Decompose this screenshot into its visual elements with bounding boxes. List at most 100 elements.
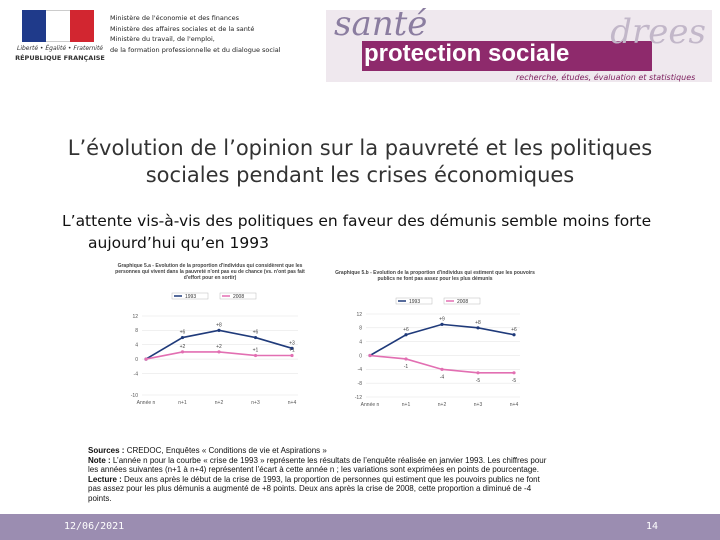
data-label: -1 xyxy=(404,364,409,370)
y-tick-label: 0 xyxy=(359,353,362,359)
y-tick-label: -10 xyxy=(131,393,138,399)
legend-label: 2008 xyxy=(233,294,244,300)
chart-title: Graphique 5.b - Evolution de la proporti… xyxy=(335,270,535,282)
data-label: +2 xyxy=(216,344,222,350)
chart-title: Graphique 5.a - Evolution de la proporti… xyxy=(115,263,305,281)
rf-motto: Liberté • Égalité • Fraternité xyxy=(16,45,103,52)
legend-label: 2008 xyxy=(457,299,468,305)
chart-notes: Sources : CREDOC, Enquêtes « Conditions … xyxy=(88,446,548,503)
slide-subtitle: L’attente vis-à-vis des politiques en fa… xyxy=(62,210,702,254)
banner-protection-text: protection sociale xyxy=(364,40,570,67)
data-label: -5 xyxy=(476,378,481,384)
x-tick-label: n+4 xyxy=(288,400,297,406)
data-point xyxy=(253,353,258,358)
y-tick-label: 12 xyxy=(132,314,138,320)
data-point xyxy=(476,371,480,375)
data-label: +1 xyxy=(253,348,259,354)
slide-header: Liberté • Égalité • Fraternité RÉPUBLIQU… xyxy=(0,0,720,100)
banner-sante-text: santé xyxy=(334,4,428,44)
data-point xyxy=(512,371,516,375)
sante-protection-sociale-banner: santé protection sociale drees recherche… xyxy=(326,4,712,82)
title-line: sociales pendant les crises économiques xyxy=(145,163,575,187)
y-tick-label: 0 xyxy=(135,357,138,363)
ministry-line: Ministère du travail, de l'emploi, xyxy=(110,35,215,43)
data-label: +6 xyxy=(180,330,186,336)
ministry-line: Ministère des affaires sociales et de la… xyxy=(110,24,255,33)
legend-item xyxy=(395,297,433,305)
subtitle-line: aujourd’hui qu’en 1993 xyxy=(88,234,270,252)
y-tick-label: -8 xyxy=(358,381,363,387)
x-tick-label: n+2 xyxy=(215,400,224,406)
legend-item xyxy=(171,292,209,300)
banner-tagline: recherche, études, évaluation et statist… xyxy=(516,73,696,82)
data-point xyxy=(144,357,148,361)
slide-footer: 12/06/2021 14 xyxy=(0,514,720,540)
ministries-list: Ministère de l'économie et des finances … xyxy=(110,13,281,55)
x-tick-label: Année n xyxy=(361,402,380,408)
y-tick-label: -12 xyxy=(355,395,362,401)
data-label: +3 xyxy=(289,340,295,346)
x-tick-label: n+2 xyxy=(438,402,447,408)
chart-5b: Graphique 5.b - Evolution de la proporti… xyxy=(330,270,540,420)
source-note: Sources : CREDOC, Enquêtes « Conditions … xyxy=(88,446,327,455)
title-line: L’évolution de l’opinion sur la pauvreté… xyxy=(67,136,653,160)
page-number: 14 xyxy=(646,521,659,532)
footer-date: 12/06/2021 xyxy=(64,521,125,532)
y-tick-label: 8 xyxy=(359,326,362,332)
data-label: +2 xyxy=(180,344,186,350)
chart-5a: Graphique 5.a - Evolution de la proporti… xyxy=(110,263,310,413)
rf-name: RÉPUBLIQUE FRANÇAISE xyxy=(15,54,105,62)
x-tick-label: n+4 xyxy=(510,402,519,408)
legend-label: 1993 xyxy=(409,299,420,305)
data-label: +6 xyxy=(511,327,517,333)
reading-note: Lecture : Deux ans après le début de la … xyxy=(88,474,540,503)
legend-label: 1993 xyxy=(185,294,196,300)
data-point xyxy=(404,333,408,337)
x-tick-label: n+3 xyxy=(474,402,483,408)
x-tick-label: n+3 xyxy=(251,400,260,406)
y-tick-label: 8 xyxy=(135,328,138,334)
x-tick-label: n+1 xyxy=(402,402,411,408)
x-tick-label: n+1 xyxy=(178,400,187,406)
data-point xyxy=(180,335,185,340)
y-tick-label: 4 xyxy=(359,339,362,345)
drees-logo: drees xyxy=(610,12,706,52)
subtitle-line: L’attente vis-à-vis des politiques en fa… xyxy=(62,212,652,230)
data-point xyxy=(404,357,408,361)
republique-francaise-logo: Liberté • Égalité • Fraternité RÉPUBLIQU… xyxy=(14,10,106,66)
data-label: +6 xyxy=(253,330,259,336)
ministry-line: de la formation professionnelle et du di… xyxy=(110,45,281,54)
method-note: Note : L’année n pour la courbe « crise … xyxy=(88,455,547,475)
data-point xyxy=(440,322,444,326)
y-tick-label: 4 xyxy=(135,343,138,349)
series-line xyxy=(369,323,515,357)
data-point xyxy=(180,350,185,354)
x-tick-label: Année n xyxy=(137,400,156,406)
y-tick-label: -4 xyxy=(358,367,363,373)
y-tick-label: -4 xyxy=(134,371,139,377)
slide-title: L’évolution de l’opinion sur la pauvreté… xyxy=(20,135,700,189)
banner-strip xyxy=(362,41,652,71)
data-point xyxy=(253,335,258,340)
data-point xyxy=(217,350,221,354)
data-label: -4 xyxy=(440,374,445,380)
data-label: +9 xyxy=(439,316,445,322)
y-tick-label: 12 xyxy=(356,312,362,318)
legend-item xyxy=(219,292,257,300)
data-point xyxy=(512,333,516,337)
data-point xyxy=(217,328,221,332)
data-label: +1 xyxy=(289,348,295,354)
data-point xyxy=(290,346,294,350)
ministry-line: Ministère de l'économie et des finances xyxy=(110,14,239,22)
data-label: +8 xyxy=(216,322,222,328)
legend-item xyxy=(443,297,481,305)
data-point xyxy=(290,353,294,358)
data-label: -5 xyxy=(512,378,517,384)
data-point xyxy=(368,353,372,358)
data-label: +8 xyxy=(475,320,481,326)
data-point xyxy=(440,367,444,371)
data-label: +6 xyxy=(403,327,409,333)
data-point xyxy=(476,326,480,330)
